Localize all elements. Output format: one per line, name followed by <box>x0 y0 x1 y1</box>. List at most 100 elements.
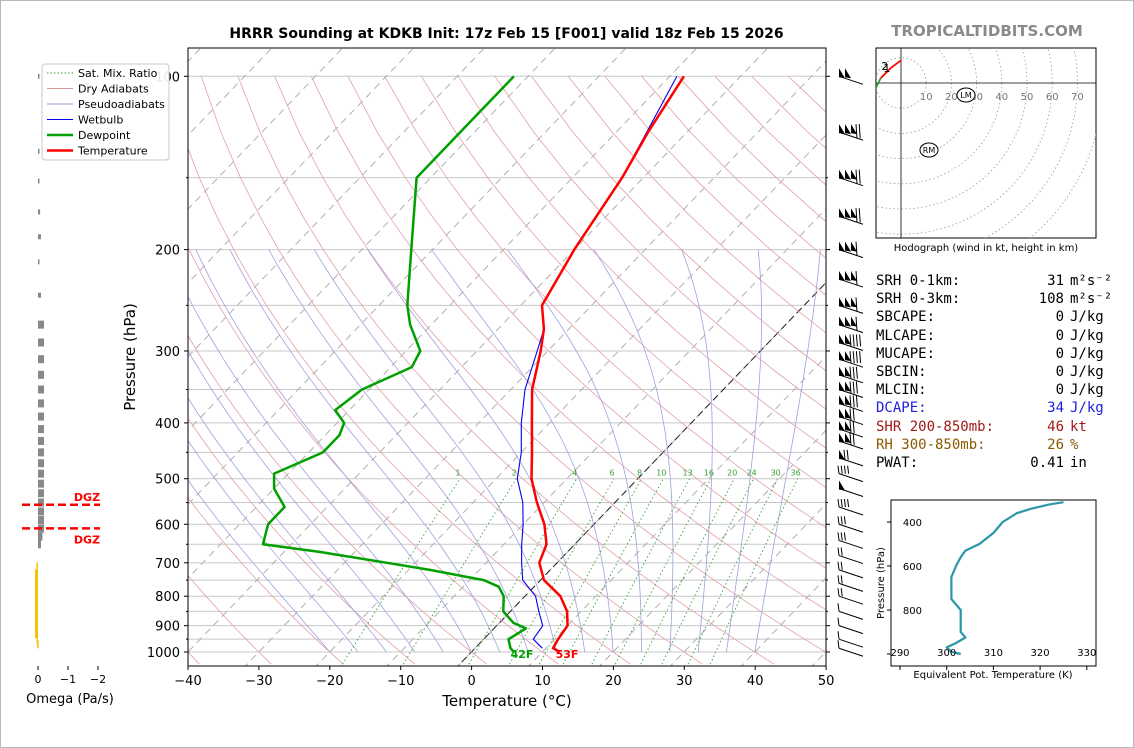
barb-feather <box>859 334 862 347</box>
dry-adiabat <box>421 76 826 488</box>
wind-barb <box>838 124 864 141</box>
isotherm <box>188 48 698 579</box>
barb-feather <box>840 516 843 525</box>
omega-bar <box>35 629 38 638</box>
legend-label: Wetbulb <box>78 114 123 127</box>
wind-barb <box>838 395 864 412</box>
dry-adiabat <box>188 334 488 665</box>
theta-e-x-tick-label: 330 <box>1077 648 1096 659</box>
barb-flag <box>845 124 851 135</box>
barb-feather <box>843 465 846 474</box>
barb-flag <box>839 480 845 491</box>
barb-flag <box>845 271 851 282</box>
dry-adiabat <box>531 76 826 372</box>
hodograph-ring-label: 60 <box>1046 92 1059 103</box>
hodograph-caption: Hodograph (wind in kt, height in km) <box>894 243 1079 254</box>
mixing-ratio-line <box>687 478 779 665</box>
barb-feather <box>843 516 846 525</box>
y-tick-label: 200 <box>155 244 180 259</box>
isotherm <box>598 429 826 666</box>
dry-adiabat <box>237 76 775 665</box>
barb-flag <box>839 124 845 135</box>
stat-row: MUCAPE: 0 J/kg <box>876 345 1112 363</box>
barb-feather <box>843 532 846 541</box>
barb-feather <box>855 169 858 184</box>
x-tick-label: 0 <box>467 674 475 689</box>
isotherm <box>188 48 344 210</box>
theta-e-profile <box>945 501 1064 656</box>
barb-feather <box>837 498 840 508</box>
dry-adiabat <box>188 497 344 665</box>
hodograph-frame <box>875 47 1097 239</box>
barb-feather <box>843 498 846 508</box>
barb-feather <box>849 432 852 445</box>
barb-feather <box>837 465 840 474</box>
barb-feather <box>849 334 852 347</box>
theta-e-panel: 290 300 310 320 330 400 600 800 Equivalent Pot. … <box>876 499 1097 681</box>
barb-feather <box>847 498 850 508</box>
dry-adiabat <box>200 76 703 665</box>
stat-unit: J/kg <box>1070 382 1104 399</box>
omega-bar <box>38 507 44 516</box>
stat-row: DCAPE: 34 J/kg <box>876 399 1112 417</box>
isotherm <box>528 355 826 666</box>
mixing-ratio-line <box>661 478 754 665</box>
omega-bar <box>38 234 41 240</box>
mixing-ratio-label: 1 <box>455 469 460 478</box>
mixing-ratio-label: 16 <box>704 469 714 478</box>
barb-flag <box>845 68 851 79</box>
dewpoint-profile <box>261 75 528 653</box>
y-tick-label: 800 <box>155 590 180 605</box>
wind-barb <box>837 631 864 648</box>
barb-flag <box>839 334 845 345</box>
surface-dewpoint-label: 42F <box>511 648 534 661</box>
barb-feather <box>849 421 852 434</box>
isotherm <box>188 48 415 284</box>
barb-staff <box>838 582 864 592</box>
barb-flag <box>851 297 857 308</box>
mixing-ratio-line <box>614 478 712 665</box>
dry-adiabat <box>310 76 826 611</box>
stat-label: PWAT: <box>876 455 919 472</box>
omega-bar <box>38 320 44 329</box>
hodograph-segment <box>880 59 902 79</box>
theta-e-y-tick-label: 800 <box>903 606 922 617</box>
isotherm <box>188 48 556 432</box>
barb-flag <box>839 395 845 406</box>
y-axis-label: Pressure (hPa) <box>121 303 139 411</box>
wind-barb <box>838 366 864 384</box>
barb-flag <box>845 351 851 362</box>
stat-value: 0.41 <box>1030 455 1064 472</box>
wind-barb <box>838 241 864 259</box>
omega-bar <box>38 516 44 525</box>
wind-barb <box>837 617 864 635</box>
wind-barb <box>838 208 864 225</box>
omega-bar <box>35 613 38 622</box>
theta-e-frame <box>890 499 1097 667</box>
barb-staff <box>838 595 864 605</box>
barb-flag <box>839 316 845 327</box>
wind-barb <box>838 480 864 497</box>
pseudoadiabat <box>188 295 444 653</box>
stat-label: DCAPE: <box>876 400 927 417</box>
wind-barb <box>838 334 864 351</box>
pseudoadiabat <box>726 249 762 653</box>
wind-barb <box>837 516 864 533</box>
barb-staff <box>838 625 864 635</box>
barb-flag <box>845 241 851 252</box>
hodograph-ring-label: 10 <box>920 92 933 103</box>
pseudoadiabat <box>268 249 529 653</box>
pseudoadiabat <box>313 249 557 653</box>
mixing-ratio-label: 30 <box>771 469 781 478</box>
barb-flag <box>845 334 851 345</box>
pseudoadiabat <box>188 479 331 653</box>
barb-feather <box>849 351 852 364</box>
barb-staff <box>838 569 864 579</box>
x-tick-label: 30 <box>676 674 693 689</box>
pseudoadiabat <box>188 439 359 653</box>
wind-barb <box>837 640 864 657</box>
stat-label: SRH 0-3km: <box>876 291 961 308</box>
theta-e-x-tick-label: 310 <box>984 648 1003 659</box>
pseudoadiabat <box>681 249 713 653</box>
